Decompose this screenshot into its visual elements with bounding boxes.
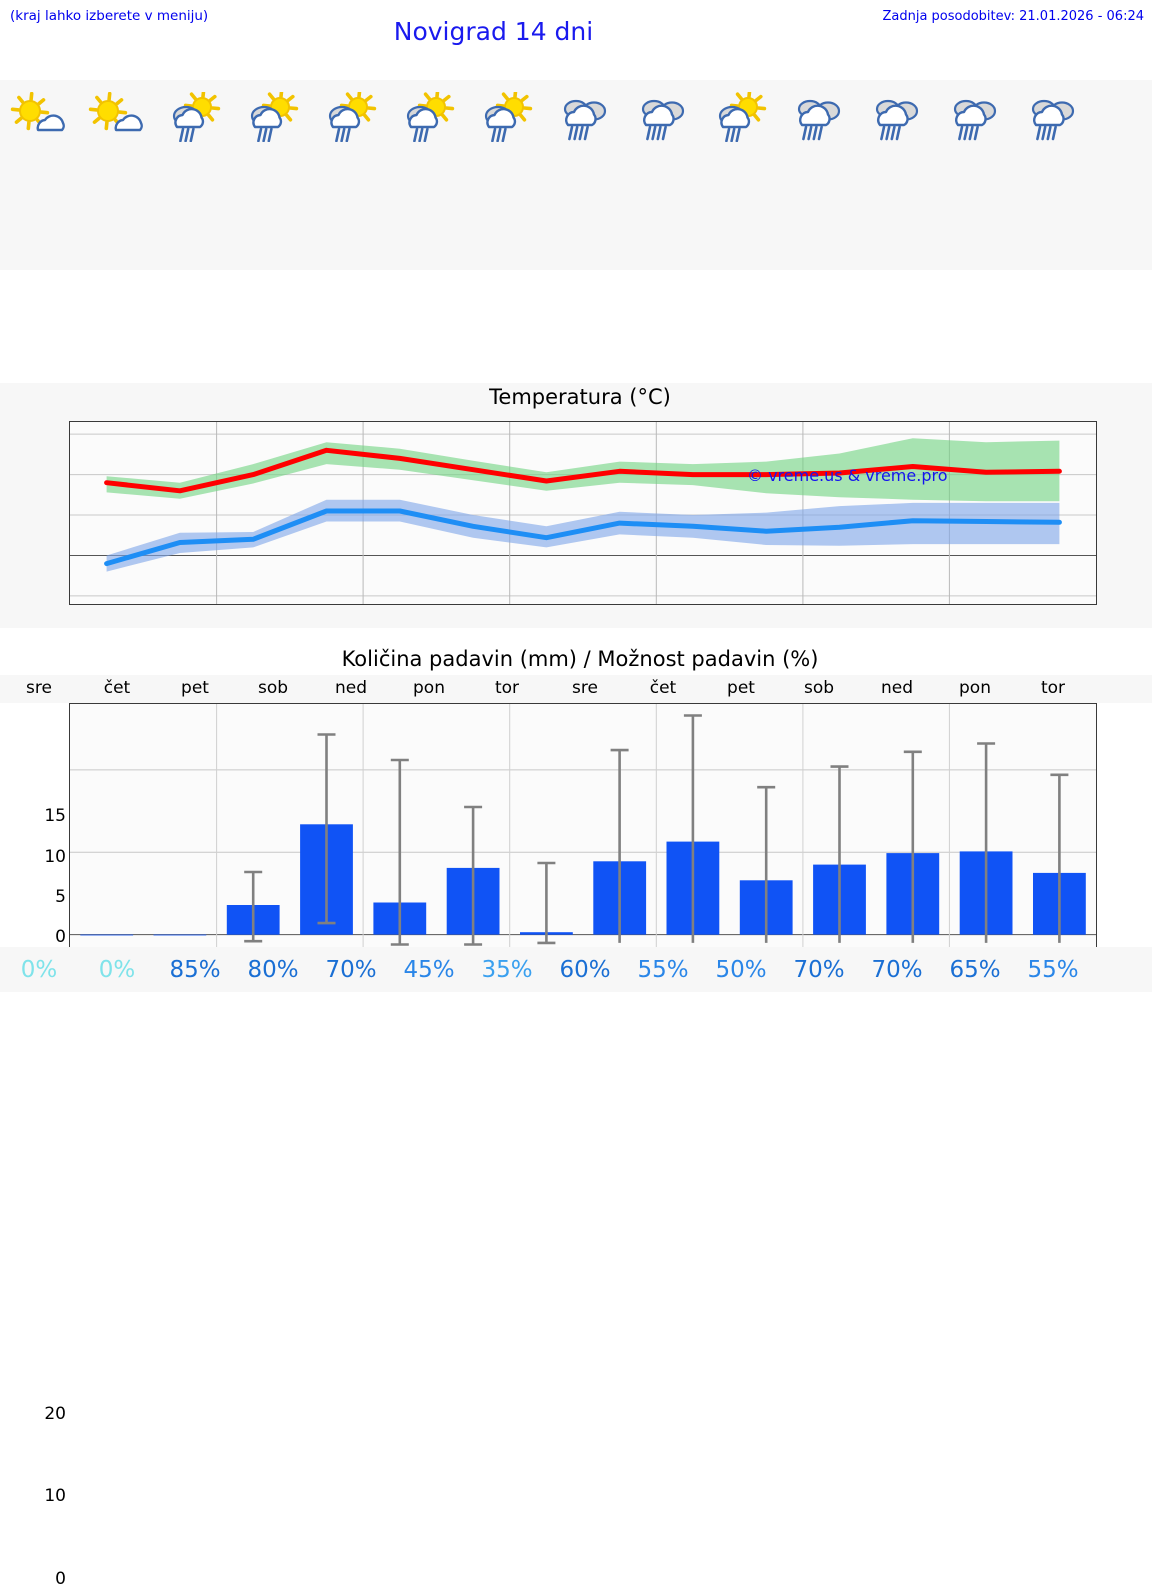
precipitation-probability: 60% [559,956,611,983]
precipitation-chart: Količina padavin (mm) / Možnost padavin … [0,645,1152,1589]
precipitation-probability: 70% [871,956,923,983]
watermark: © vreme.us & vreme.pro [747,466,948,485]
forecast-day-column[interactable] [780,80,858,270]
precipitation-probability: 65% [949,956,1001,983]
precipitation-probability: 55% [637,956,689,983]
forecast-day-column[interactable] [0,80,78,270]
precipitation-probability: 0% [20,956,58,983]
page-header: (kraj lahko izberete v meniju) Novigrad … [0,0,1152,62]
precipitation-y-tick: 10 [44,1486,66,1507]
precipitation-probability: 35% [481,956,533,983]
sun-cloud-icon [0,91,78,143]
precipitation-day-label: sre [26,678,52,698]
precipitation-day-label: tor [494,678,520,698]
precipitation-probability: 70% [325,956,377,983]
forecast-day-column[interactable] [468,80,546,270]
forecast-day-column[interactable] [624,80,702,270]
forecast-day-column[interactable] [936,80,1014,270]
precipitation-y-tick: 20 [44,1403,66,1424]
precipitation-plot-area [69,703,1097,948]
forecast-day-column[interactable] [390,80,468,270]
precipitation-day-label: sre [572,678,598,698]
sun-cloud-icon [78,91,156,143]
temperature-y-tick: 15 [44,806,66,827]
cloud-rain-icon [546,91,624,143]
sun-cloud-rain-icon [390,91,468,143]
temperature-chart-title: Temperatura (°C) [489,385,671,409]
sun-cloud-rain-icon [312,91,390,143]
precipitation-day-label: tor [1040,678,1066,698]
precipitation-day-label: pet [727,678,755,698]
temperature-y-tick: 5 [55,887,66,908]
forecast-day-column[interactable] [702,80,780,270]
precipitation-day-label: pet [181,678,209,698]
forecast-day-column[interactable] [156,80,234,270]
precipitation-day-label: čet [649,678,677,698]
cloud-rain-icon [780,91,858,143]
precipitation-day-labels: sre čet pet sob ned pon tor sre čet pet sob ned pon t… [0,675,1152,703]
precipitation-probability: 55% [1027,956,1079,983]
precipitation-day-label: čet [103,678,131,698]
temperature-y-tick: 0 [55,927,66,948]
temperature-y-tick: 10 [44,846,66,867]
precipitation-day-label: pon [959,678,991,698]
last-updated: Zadnja posodobitev: 21.01.2026 - 06:24 [882,9,1144,24]
forecast-day-column[interactable] [78,80,156,270]
precipitation-probability: 80% [247,956,299,983]
cloud-rain-icon [858,91,936,143]
precipitation-day-label: ned [334,678,368,698]
forecast-day-column[interactable] [1014,80,1092,270]
precipitation-probability-row: 0% 0% 85% 80% 70% 45% 35% 60% 55% 50% 70% 70% 65% 55% [0,947,1152,992]
cloud-rain-icon [1014,91,1092,143]
precipitation-chart-title: Količina padavin (mm) / Možnost padavin … [341,647,819,671]
cloud-rain-icon [624,91,702,143]
precipitation-day-label: sob [803,678,835,698]
sun-cloud-rain-icon [234,91,312,143]
sun-cloud-rain-icon [468,91,546,143]
temperature-plot-area [69,421,1097,605]
page-title: Novigrad 14 dni [393,17,594,46]
precipitation-probability: 0% [98,956,136,983]
location-menu-note[interactable]: (kraj lahko izberete v meniju) [10,8,209,24]
precipitation-probability: 85% [169,956,221,983]
forecast-day-column[interactable] [234,80,312,270]
cloud-rain-icon [936,91,1014,143]
sun-cloud-rain-icon [156,91,234,143]
precipitation-y-tick: 0 [55,1568,66,1589]
precipitation-day-label: sob [257,678,289,698]
forecast-day-column[interactable] [858,80,936,270]
precipitation-probability: 50% [715,956,767,983]
precipitation-probability: 45% [403,956,455,983]
precipitation-probability: 70% [793,956,845,983]
precipitation-day-label: ned [880,678,914,698]
forecast-day-column[interactable] [312,80,390,270]
daily-forecast-strip [0,80,1152,270]
sun-cloud-rain-icon [702,91,780,143]
forecast-day-column[interactable] [546,80,624,270]
precipitation-day-label: pon [413,678,445,698]
